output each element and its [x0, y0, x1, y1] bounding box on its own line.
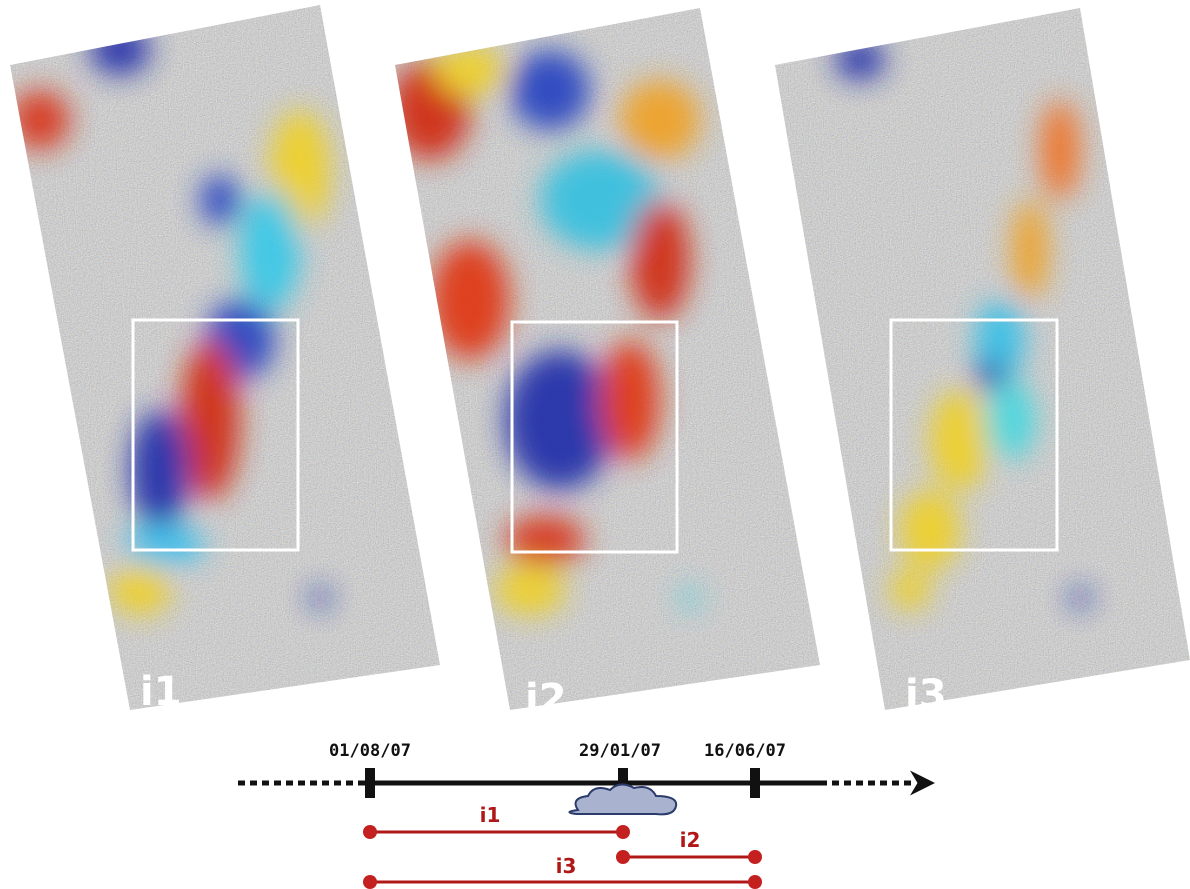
interval-label: i3	[556, 854, 577, 878]
interval-label: i1	[480, 803, 501, 827]
date-label: 29/01/07	[579, 741, 661, 761]
interferogram-3	[760, 0, 1190, 720]
interval-label: i2	[680, 828, 701, 852]
date-label: 01/08/07	[329, 741, 411, 761]
timeline: 01/08/07 29/01/07 16/06/07 i1 i2 i3	[238, 741, 915, 889]
panel-label: i1	[140, 669, 182, 715]
interferogram-2	[380, 0, 830, 720]
figure: i1 i2	[0, 0, 1190, 889]
panel-label: i2	[525, 676, 567, 722]
interferogram-1	[0, 0, 450, 720]
panel-label: i3	[905, 672, 947, 718]
date-label: 16/06/07	[704, 741, 786, 761]
